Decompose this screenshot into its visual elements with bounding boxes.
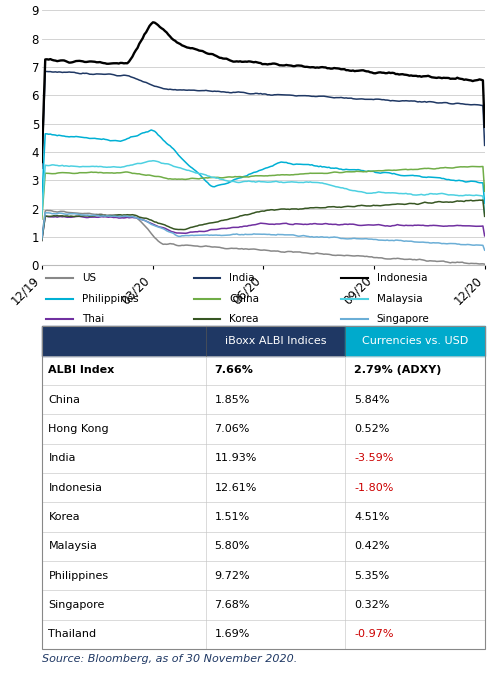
Text: Thai: Thai (82, 314, 104, 324)
Text: Korea: Korea (229, 314, 259, 324)
Text: 5.84%: 5.84% (354, 395, 390, 404)
Text: China: China (49, 395, 81, 404)
Bar (42, 473, 206, 502)
Bar (206, 473, 345, 502)
Text: Thailand: Thailand (49, 629, 96, 639)
Text: -1.80%: -1.80% (354, 482, 394, 493)
Text: Currencies vs. USD: Currencies vs. USD (362, 336, 468, 346)
Text: US: US (82, 273, 96, 284)
Text: India: India (229, 273, 255, 284)
Bar (42, 326, 206, 356)
Bar (206, 532, 345, 561)
Text: 0.42%: 0.42% (354, 541, 390, 551)
Bar (345, 619, 485, 649)
Bar (42, 414, 206, 443)
Bar (345, 590, 485, 619)
Text: 1.69%: 1.69% (215, 629, 250, 639)
Text: 7.06%: 7.06% (215, 424, 250, 434)
Bar (206, 502, 345, 532)
Bar (42, 443, 206, 473)
Text: Korea: Korea (49, 512, 80, 522)
Bar (206, 356, 345, 385)
Text: ALBI Index: ALBI Index (49, 366, 115, 375)
Text: 4.51%: 4.51% (354, 512, 389, 522)
Text: -3.59%: -3.59% (354, 453, 394, 464)
Bar (345, 414, 485, 443)
Bar (345, 385, 485, 414)
Bar (42, 502, 206, 532)
Text: 12.61%: 12.61% (215, 482, 257, 493)
Text: 0.32%: 0.32% (354, 600, 389, 610)
Bar (206, 443, 345, 473)
Bar (42, 561, 206, 590)
Text: 2.79% (ADXY): 2.79% (ADXY) (354, 366, 441, 375)
Text: 7.68%: 7.68% (215, 600, 250, 610)
Bar (206, 590, 345, 619)
Text: iBoxx ALBI Indices: iBoxx ALBI Indices (225, 336, 326, 346)
Text: -0.97%: -0.97% (354, 629, 394, 639)
Text: Philippines: Philippines (49, 571, 109, 580)
Bar (345, 473, 485, 502)
Text: Singapore: Singapore (377, 314, 430, 324)
Bar (345, 326, 485, 356)
Text: Source: Bloomberg, as of 30 November 2020.: Source: Bloomberg, as of 30 November 202… (42, 654, 297, 664)
Text: Malaysia: Malaysia (377, 294, 423, 304)
Text: Indonesia: Indonesia (377, 273, 428, 284)
Text: Singapore: Singapore (49, 600, 105, 610)
Bar (345, 356, 485, 385)
Bar (206, 619, 345, 649)
Bar (206, 561, 345, 590)
Bar (42, 619, 206, 649)
Bar (42, 356, 206, 385)
Bar (206, 414, 345, 443)
Bar (206, 385, 345, 414)
Bar (345, 443, 485, 473)
Text: 9.72%: 9.72% (215, 571, 250, 580)
Text: 5.80%: 5.80% (215, 541, 250, 551)
Bar (345, 561, 485, 590)
Text: Hong Kong: Hong Kong (49, 424, 109, 434)
Text: Indonesia: Indonesia (49, 482, 102, 493)
Text: 7.66%: 7.66% (215, 366, 253, 375)
Text: Malaysia: Malaysia (49, 541, 97, 551)
Text: 11.93%: 11.93% (215, 453, 257, 464)
Text: 1.85%: 1.85% (215, 395, 250, 404)
Text: China: China (229, 294, 259, 304)
Text: Philippines: Philippines (82, 294, 138, 304)
Bar (206, 326, 345, 356)
Bar (42, 590, 206, 619)
Text: 0.52%: 0.52% (354, 424, 389, 434)
Bar (345, 502, 485, 532)
Text: India: India (49, 453, 76, 464)
Bar (42, 385, 206, 414)
Text: 5.35%: 5.35% (354, 571, 389, 580)
Bar (42, 532, 206, 561)
Text: 1.51%: 1.51% (215, 512, 250, 522)
Bar (345, 532, 485, 561)
